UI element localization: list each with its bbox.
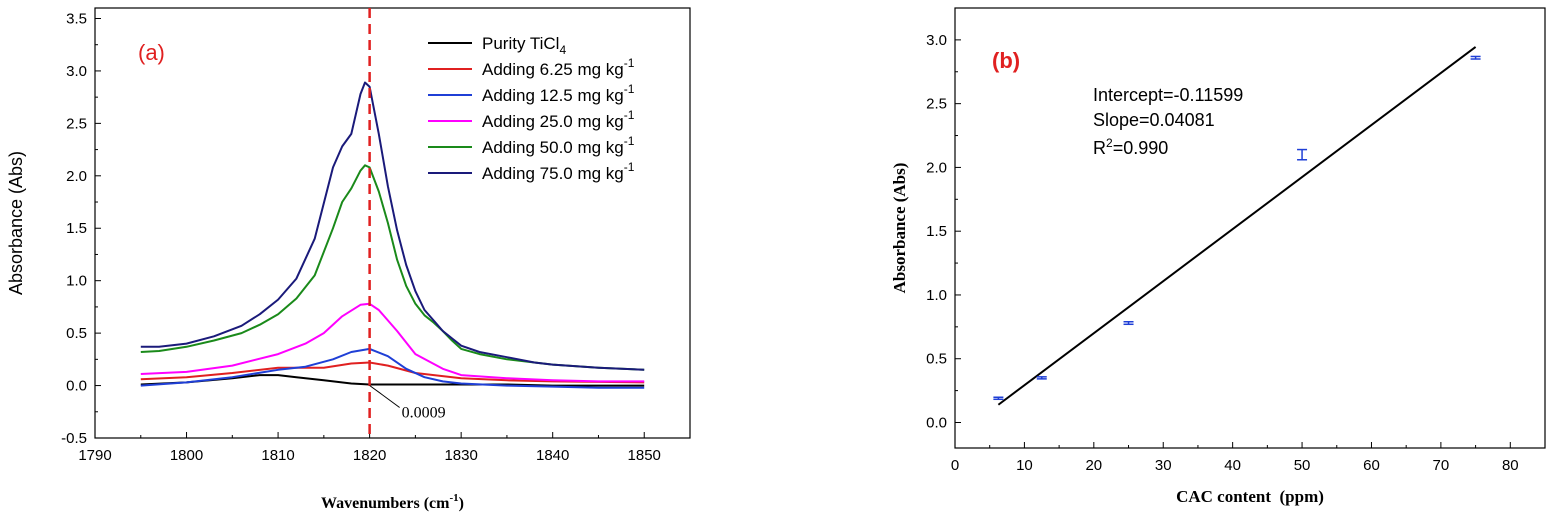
panel-a-y-tick-label: 0.5: [66, 325, 87, 342]
panel-a-y-axis-title: Absorbance (Abs): [6, 151, 26, 295]
panel-a-series-line-6: [140, 81, 645, 371]
panel-a-x-tick-label: 1800: [170, 447, 203, 464]
panel-a-x-tick-label: 1810: [261, 447, 294, 464]
panel-b-data-point: [1470, 55, 1481, 60]
panel-a-y-tick-label: 0.0: [66, 378, 87, 395]
panel-b-x-tick-label: 10: [1016, 457, 1033, 474]
panel-a-annotation-text: 0.0009: [402, 404, 446, 421]
panel-b-y-tick-label: 0.0: [926, 414, 947, 431]
panel-a-x-tick-label: 1830: [444, 447, 477, 464]
panel-a-legend-label-4: Adding 25.0 mg kg-1: [482, 108, 635, 131]
panel-b-plot-frame: [954, 7, 1546, 449]
panel-a-y-tick-label: 2.0: [66, 168, 87, 185]
panel-b-calibration-plot: 0 10 20 30 40 50 60 70 80 0.0 0.5 1.0 1.5 2.0 2.5 3.0 (…: [890, 7, 1546, 506]
panel-b-y-tick-label: 1.0: [926, 287, 947, 304]
panel-a-x-tick-label: 1850: [628, 447, 661, 464]
panel-a-legend-label-1: Purity TiCl4: [482, 34, 566, 57]
panel-a-y-tick-label: 1.5: [66, 220, 87, 237]
panel-a-y-tick-label: 3.5: [66, 10, 87, 27]
panel-b-label: (b): [992, 48, 1020, 73]
panel-a-legend-label-6: Adding 75.0 mg kg-1: [482, 160, 635, 183]
panel-b-x-tick-label: 60: [1363, 457, 1380, 474]
panel-b-y-tick-label: 0.5: [926, 351, 947, 368]
panel-b-y-tick-label: 2.0: [926, 159, 947, 176]
panel-b-x-tick-label: 30: [1155, 457, 1172, 474]
panel-b-x-tick-label: 20: [1085, 457, 1102, 474]
panel-b-intercept-text: Intercept=-0.11599: [1093, 85, 1243, 105]
panel-a-annotation-pointer: [369, 385, 400, 408]
panel-b-data-point: [1123, 320, 1134, 326]
panel-b-y-tick-label: 2.5: [926, 96, 947, 113]
panel-b-x-tick-label: 50: [1294, 457, 1311, 474]
panel-a-x-tick-label: 1820: [353, 447, 386, 464]
panel-a-series-line-3: [140, 347, 645, 389]
panel-a-legend-label-2: Adding 6.25 mg kg-1: [482, 56, 635, 79]
panel-b-data-points: [993, 55, 1481, 401]
panel-b-x-tick-label: 80: [1502, 457, 1519, 474]
panel-a-y-tick-label: 3.0: [66, 63, 87, 80]
panel-a-y-tick-label: 1.0: [66, 273, 87, 290]
panel-b-slope-text: Slope=0.04081: [1093, 110, 1215, 130]
panel-a-legend-label-5: Adding 50.0 mg kg-1: [482, 134, 635, 157]
panel-a-absorbance-spectra: 1790 1800 1810 1820 1830 1840 1850 -0.5 0.0 0.5 1.…: [6, 7, 691, 512]
panel-b-data-point: [993, 396, 1004, 401]
panel-a-y-tick-label: -0.5: [61, 430, 87, 447]
panel-b-fit-line: [997, 46, 1477, 406]
panel-a-legend-label-3: Adding 12.5 mg kg-1: [482, 82, 635, 105]
panel-b-y-tick-label: 1.5: [926, 223, 947, 240]
panel-b-axis-ticks: 0 10 20 30 40 50 60 70 80 0.0 0.5 1.0 1.5 2.0 2.5 3.0: [926, 32, 1518, 474]
panel-a-x-tick-label: 1790: [78, 447, 111, 464]
panel-a-label: (a): [138, 40, 165, 65]
panel-b-x-tick-label: 40: [1224, 457, 1241, 474]
panel-a-axis-ticks: 1790 1800 1810 1820 1830 1840 1850 -0.5 0.0 0.5 1.…: [61, 10, 661, 464]
panel-b-x-tick-label: 70: [1433, 457, 1450, 474]
panel-b-x-axis-title: CAC content (ppm): [1176, 487, 1324, 506]
panel-a-series-line-5: [140, 164, 645, 371]
panel-b-r2-text: R2=0.990: [1093, 136, 1168, 158]
panel-a-y-tick-label: 2.5: [66, 115, 87, 132]
panel-b-y-tick-label: 3.0: [926, 32, 947, 49]
panel-a-x-axis-title: Wavenumbers (cm-1): [321, 492, 464, 512]
panel-b-data-point: [1036, 376, 1047, 380]
panel-b-data-point: [1297, 148, 1308, 161]
panel-a-x-tick-label: 1840: [536, 447, 569, 464]
panel-a-series-line-4: [140, 302, 645, 383]
panel-a-series-line-1: [140, 374, 645, 387]
panel-a-annotation: 0.0009: [369, 385, 446, 421]
panel-b-x-tick-label: 0: [951, 457, 959, 474]
panel-a-plot-frame: [94, 7, 691, 439]
panel-b-y-axis-title: Absorbance (Abs): [890, 163, 909, 294]
